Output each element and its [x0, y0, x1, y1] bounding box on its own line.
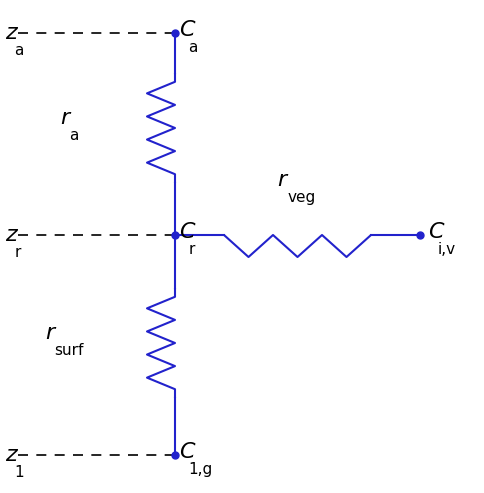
Text: r: r: [277, 170, 287, 190]
Text: veg: veg: [287, 190, 316, 205]
Text: C: C: [428, 222, 443, 242]
Text: 1: 1: [15, 465, 24, 480]
Text: a: a: [70, 128, 79, 143]
Text: i,v: i,v: [438, 242, 456, 257]
Text: r: r: [60, 108, 69, 128]
Text: r: r: [189, 242, 195, 257]
Text: r: r: [15, 245, 21, 260]
Text: z: z: [5, 445, 16, 465]
Text: surf: surf: [55, 343, 84, 358]
Text: C: C: [179, 442, 195, 462]
Text: 1,g: 1,g: [189, 462, 213, 477]
Text: C: C: [179, 222, 195, 242]
Text: r: r: [45, 323, 54, 343]
Text: a: a: [15, 43, 24, 58]
Text: z: z: [5, 225, 16, 245]
Text: a: a: [189, 40, 198, 55]
Text: C: C: [179, 20, 195, 40]
Text: z: z: [5, 23, 16, 43]
